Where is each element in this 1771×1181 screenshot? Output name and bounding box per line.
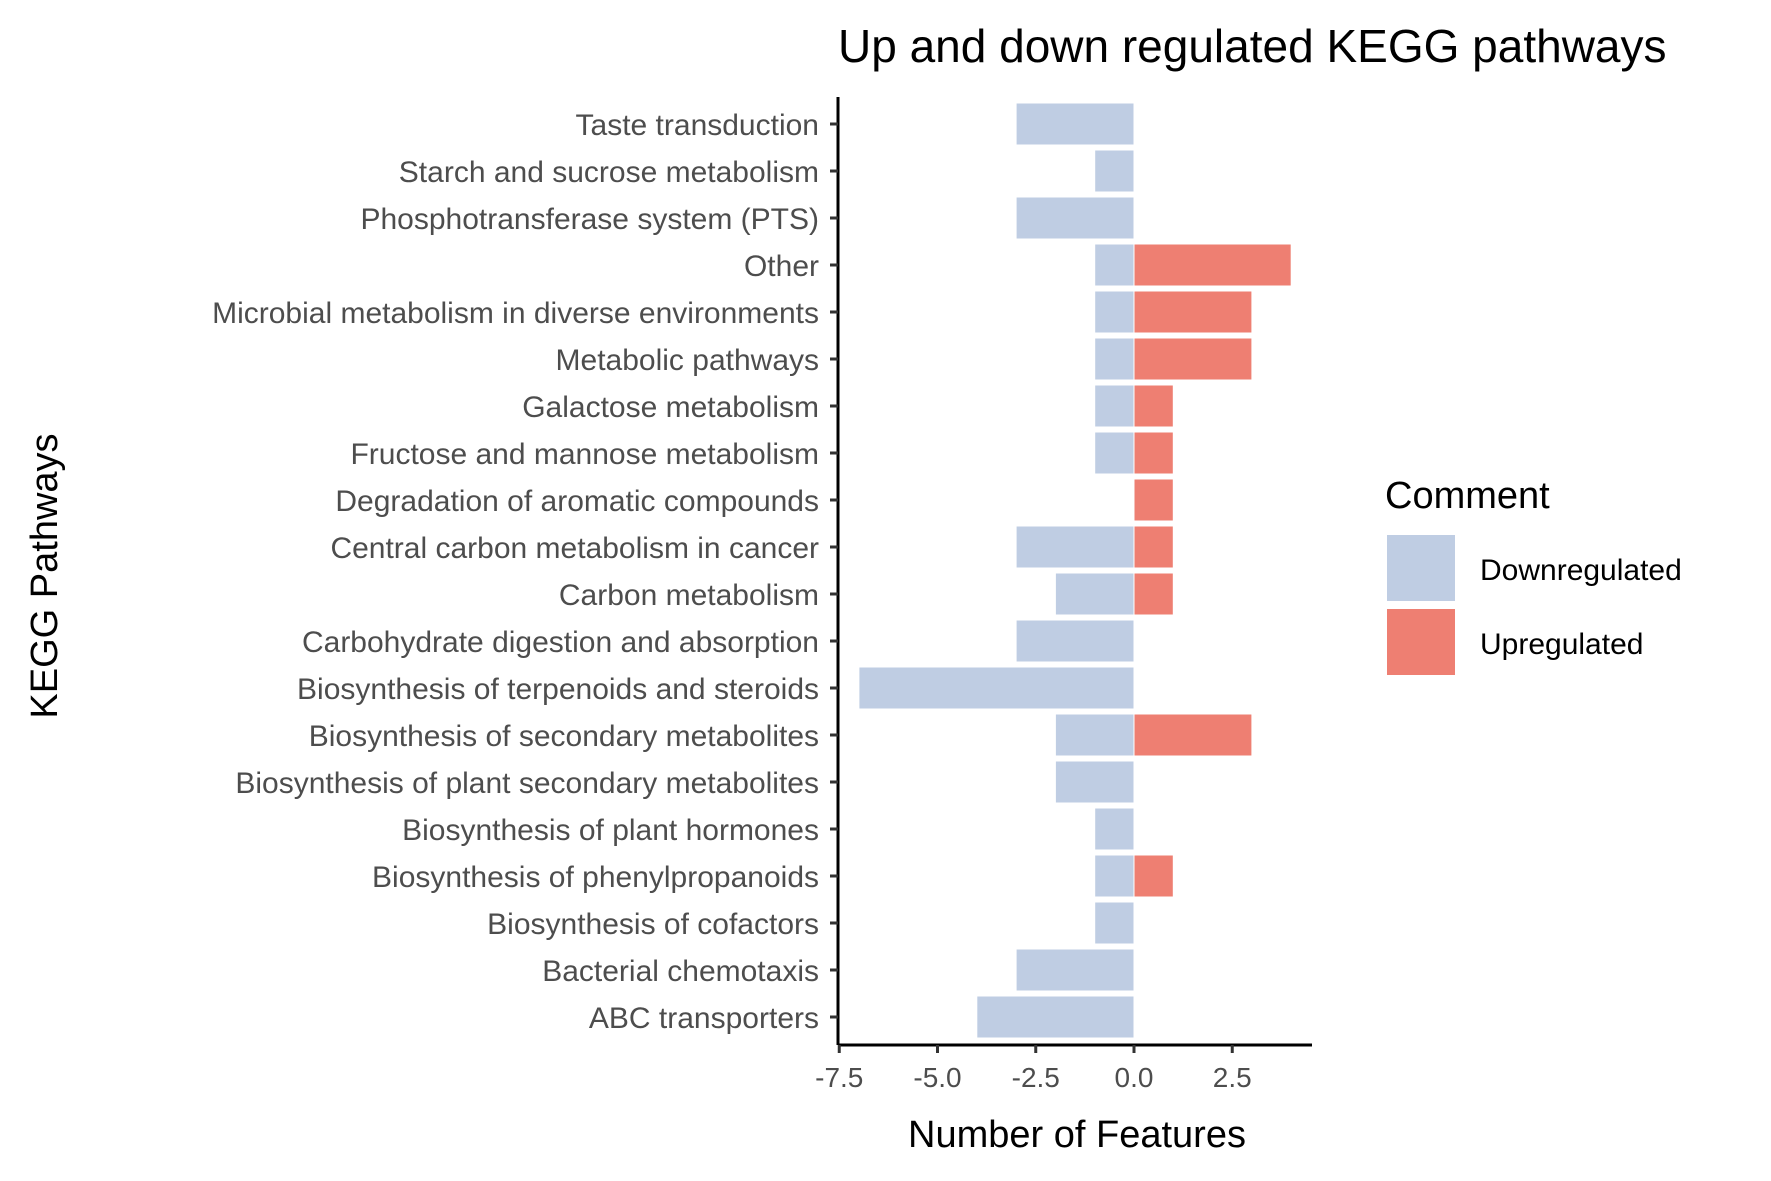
- x-tick-label: -2.5: [1012, 1062, 1060, 1093]
- bar-downregulated-6: [1094, 384, 1135, 428]
- legend-label-upregulated: Upregulated: [1480, 628, 1643, 661]
- bar-upregulated-9: [1133, 525, 1174, 569]
- plot-area: [858, 102, 1292, 1039]
- category-label: Biosynthesis of plant hormones: [402, 814, 819, 847]
- bar-downregulated-11: [1015, 619, 1135, 663]
- bar-upregulated-7: [1133, 431, 1174, 475]
- y-axis: Taste transduction Starch and sucrose met…: [212, 97, 840, 1045]
- category-label: Central carbon metabolism in cancer: [330, 532, 819, 565]
- legend-key-upregulated: [1387, 609, 1455, 675]
- category-label: ABC transporters: [589, 1002, 819, 1035]
- legend-title: Comment: [1385, 475, 1550, 517]
- category-label: Galactose metabolism: [522, 391, 819, 424]
- bar-downregulated-7: [1094, 431, 1135, 475]
- category-label: Fructose and mannose metabolism: [350, 438, 819, 471]
- bar-downregulated-5: [1094, 337, 1135, 381]
- x-tick-label: 2.5: [1213, 1062, 1252, 1093]
- bar-downregulated-2: [1015, 196, 1135, 240]
- bar-upregulated-8: [1133, 478, 1174, 522]
- x-tick-label: -7.5: [815, 1062, 863, 1093]
- category-label: Other: [744, 250, 819, 283]
- bar-upregulated-13: [1133, 713, 1253, 757]
- x-axis-title: Number of Features: [908, 1114, 1246, 1156]
- bar-downregulated-12: [858, 666, 1135, 710]
- x-axis: -7.5 -5.0 -2.5 0.0 2.5: [815, 1043, 1312, 1093]
- bar-downregulated-1: [1094, 149, 1135, 193]
- legend: Comment Downregulated Upregulated: [1385, 475, 1682, 675]
- bar-downregulated-4: [1094, 290, 1135, 334]
- category-label: Biosynthesis of secondary metabolites: [309, 720, 819, 753]
- category-label: Taste transduction: [576, 109, 819, 142]
- category-label: Biosynthesis of terpenoids and steroids: [297, 673, 819, 706]
- category-label: Microbial metabolism in diverse environm…: [212, 297, 819, 330]
- chart-title: Up and down regulated KEGG pathways: [838, 20, 1667, 72]
- category-label: Starch and sucrose metabolism: [399, 156, 819, 189]
- category-label: Biosynthesis of plant secondary metaboli…: [235, 767, 819, 800]
- bar-downregulated-19: [976, 995, 1135, 1039]
- category-label: Carbon metabolism: [559, 579, 819, 612]
- category-label: Carbohydrate digestion and absorption: [302, 626, 819, 659]
- y-axis-title: KEGG Pathways: [24, 433, 66, 718]
- bar-downregulated-17: [1094, 901, 1135, 945]
- bar-downregulated-10: [1054, 572, 1135, 616]
- bar-upregulated-5: [1133, 337, 1253, 381]
- legend-label-downregulated: Downregulated: [1480, 554, 1682, 587]
- bar-upregulated-6: [1133, 384, 1174, 428]
- bar-downregulated-14: [1054, 760, 1135, 804]
- bar-upregulated-16: [1133, 854, 1174, 898]
- category-label: Bacterial chemotaxis: [542, 955, 819, 988]
- bar-downregulated-13: [1054, 713, 1135, 757]
- bar-downregulated-16: [1094, 854, 1135, 898]
- category-label: Biosynthesis of phenylpropanoids: [372, 861, 819, 894]
- bar-downregulated-0: [1015, 102, 1135, 146]
- bar-downregulated-18: [1015, 948, 1135, 992]
- x-tick-label: -5.0: [913, 1062, 961, 1093]
- bar-downregulated-15: [1094, 807, 1135, 851]
- category-label: Metabolic pathways: [556, 344, 819, 377]
- bar-upregulated-4: [1133, 290, 1253, 334]
- bar-downregulated-3: [1094, 243, 1135, 287]
- category-label: Phosphotransferase system (PTS): [360, 203, 819, 236]
- category-label: Degradation of aromatic compounds: [335, 485, 819, 518]
- bar-upregulated-3: [1133, 243, 1292, 287]
- bar-downregulated-9: [1015, 525, 1135, 569]
- x-tick-label: 0.0: [1115, 1062, 1154, 1093]
- legend-key-downregulated: [1387, 535, 1455, 601]
- category-label: Biosynthesis of cofactors: [487, 908, 819, 941]
- bar-upregulated-10: [1133, 572, 1174, 616]
